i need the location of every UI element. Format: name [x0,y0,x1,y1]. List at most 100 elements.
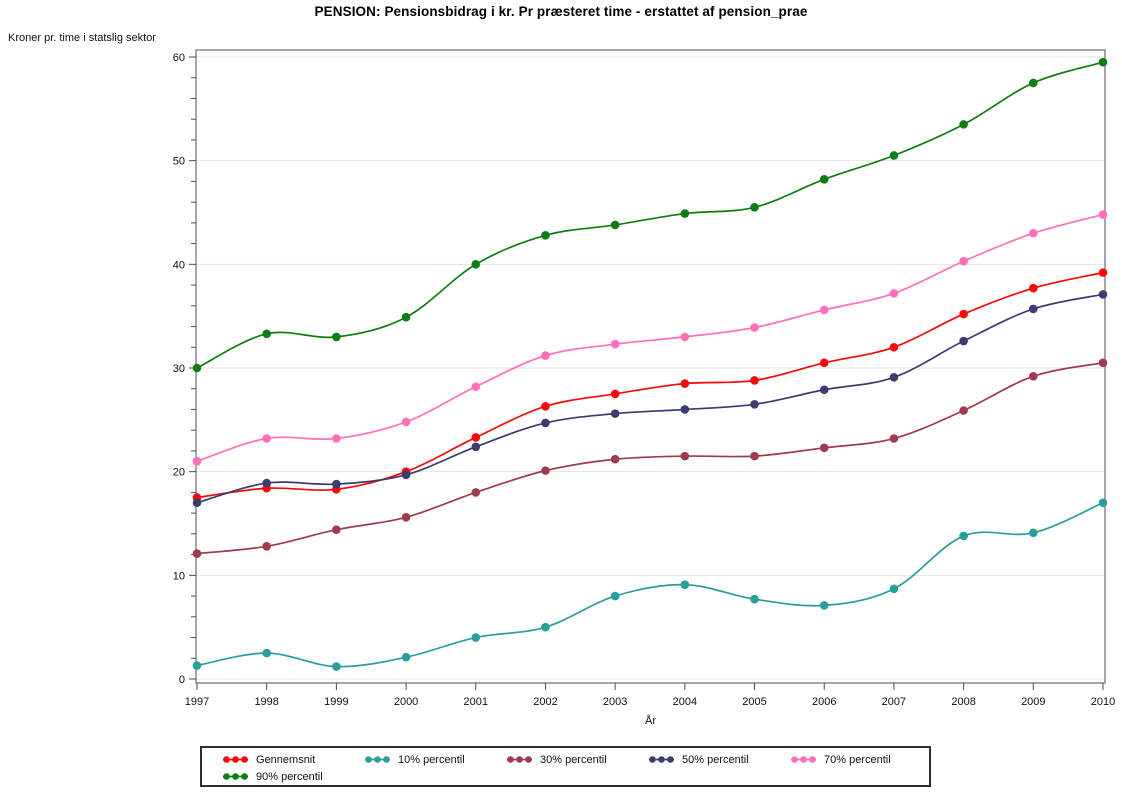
legend-item: 70% percentil [790,754,891,766]
legend-item: 10% percentil [364,754,506,766]
data-point-icon [332,434,341,443]
data-point-icon [819,601,829,610]
legend-marker-icon [507,756,532,763]
y-tick-label: 30 [173,363,185,375]
data-point-icon [1098,498,1108,508]
data-point-icon [1098,57,1108,67]
legend-label: Gennemsnit [256,753,316,766]
data-point-icon [1029,528,1038,538]
data-point-icon [541,402,550,411]
data-point-icon [610,591,620,601]
data-point-icon [680,405,690,414]
data-point-icon [401,652,411,662]
data-point-icon [819,175,829,184]
legend-item: Gennemsnit [222,754,364,766]
data-point-icon [889,289,899,298]
data-point-icon [471,442,481,452]
data-point-icon [401,512,411,522]
data-point-icon [750,323,759,332]
data-point-icon [471,488,481,497]
legend-label: 90% percentil [256,770,323,783]
data-point-icon [332,332,341,342]
legend-item: 50% percentil [648,754,790,766]
y-axis-label: Kroner pr. time i statslig sektor [8,32,156,44]
legend-item: 90% percentil [222,771,323,783]
y-tick-label: 50 [173,156,185,168]
data-point-icon [1098,290,1108,299]
x-tick-label: 2009 [1021,696,1045,708]
data-point-icon [401,417,411,427]
series-line [196,361,1104,555]
legend-marker-icon [649,756,674,763]
data-point-icon [262,434,271,443]
data-point-icon [1029,371,1038,381]
data-point-icon [541,466,550,475]
data-point-icon [889,584,899,594]
data-point-icon [332,662,341,671]
data-point-icon [959,406,968,415]
data-point-icon [541,418,550,428]
data-point-icon [541,622,550,632]
data-point-icon [889,151,899,160]
y-tick-label: 20 [173,467,185,479]
chart-title: PENSION: Pensionsbidrag i kr. Pr præster… [314,4,808,19]
legend: Gennemsnit 10% percentil 30% percentil 50% … [200,746,931,787]
legend-label: 30% percentil [540,753,607,766]
data-point-icon [750,594,759,604]
x-tick-label: 2000 [394,696,418,708]
data-point-icon [959,120,968,129]
x-tick-label: 1997 [185,696,209,708]
data-point-icon [471,633,481,642]
legend-marker-icon [365,756,390,763]
data-point-icon [680,580,690,589]
data-point-icon [471,260,481,269]
data-point-icon [680,209,690,218]
data-point-icon [332,525,341,535]
data-point-icon [610,220,620,230]
data-point-icon [192,661,202,670]
x-tick-label: 2003 [603,696,627,708]
series-line [196,213,1104,463]
x-tick-label: 1998 [254,696,278,708]
data-point-icon [819,358,829,368]
plot-area: 0 10 20 30 40 50 60 1997 1998 1999 2000 2001 2002 200… [173,49,1115,708]
legend-label: 10% percentil [398,753,465,766]
data-point-icon [192,363,202,373]
x-tick-label: 2007 [882,696,906,708]
data-point-icon [332,479,341,489]
data-point-icon [401,312,411,322]
data-point-icon [889,373,899,382]
data-point-icon [889,434,899,443]
data-point-icon [610,389,620,399]
data-point-icon [750,399,759,409]
legend-marker-icon [223,773,248,780]
legend-marker-icon [791,756,816,763]
data-point-icon [819,305,829,315]
x-tick-label: 2004 [673,696,697,708]
data-point-icon [959,336,968,346]
data-point-icon [1098,210,1108,219]
series-line [196,501,1104,668]
data-point-icon [610,339,620,349]
legend-label: 70% percentil [824,753,891,766]
series-line [196,61,1104,369]
x-tick-label: 1999 [324,696,348,708]
data-point-icon [262,648,271,658]
data-point-icon [1098,268,1108,277]
y-tick-label: 0 [179,674,185,686]
data-point-icon [1029,283,1038,293]
data-point-icon [1098,358,1108,368]
data-point-icon [262,478,271,488]
x-tick-label: 2002 [533,696,557,708]
x-tick-label: 2010 [1091,696,1115,708]
data-point-icon [471,382,481,391]
x-tick-label: 2006 [812,696,836,708]
data-point-icon [262,329,271,339]
data-point-icon [750,203,759,212]
data-point-icon [680,332,690,342]
legend-label: 50% percentil [682,753,749,766]
legend-row: Gennemsnit 10% percentil 30% percentil 50% … [222,751,929,768]
legend-row: 90% percentil [222,768,929,785]
data-point-icon [262,542,271,551]
